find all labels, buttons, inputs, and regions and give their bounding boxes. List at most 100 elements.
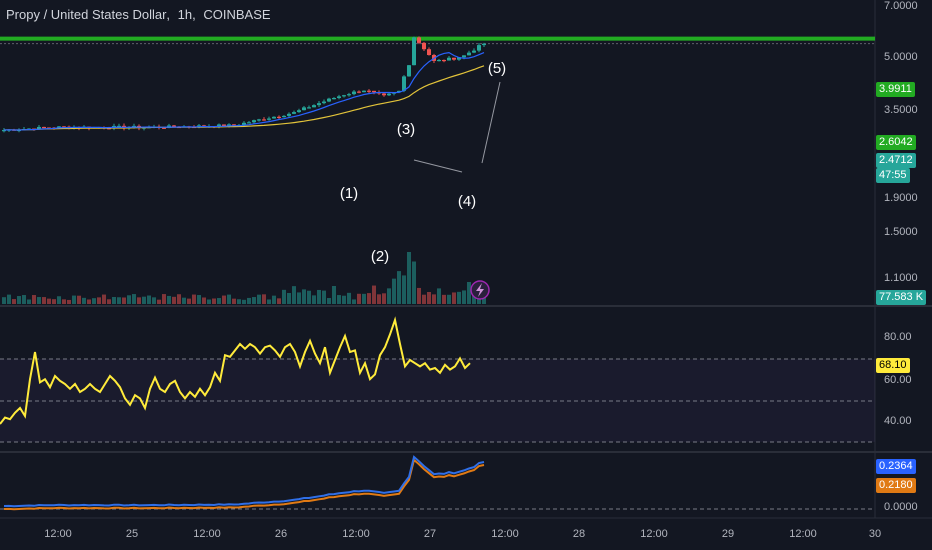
time-tick: 26 bbox=[274, 528, 288, 540]
volume-bar bbox=[7, 294, 11, 304]
time-tick: 12:00 bbox=[342, 528, 370, 540]
wave-label-5: (5) bbox=[487, 60, 507, 77]
time-tick: 28 bbox=[572, 528, 586, 540]
volume-bar bbox=[57, 296, 61, 304]
volume-bar bbox=[242, 299, 246, 304]
volume-bar bbox=[32, 295, 36, 304]
time-tick: 30 bbox=[868, 528, 882, 540]
volume-bar bbox=[322, 290, 326, 304]
volume-bar bbox=[102, 294, 106, 304]
volume-bar bbox=[452, 292, 456, 304]
volume-bar bbox=[27, 299, 31, 304]
time-tick: 12:00 bbox=[640, 528, 668, 540]
volume-bar bbox=[327, 298, 331, 304]
time-tick: 12:00 bbox=[44, 528, 72, 540]
volume-tag: 77.583 K bbox=[876, 290, 927, 305]
oscillator-tick: 0.0000 bbox=[884, 501, 918, 513]
volume-bar bbox=[372, 285, 376, 304]
volume-bar bbox=[67, 299, 71, 304]
wave-label-4: (4) bbox=[457, 193, 477, 210]
volume-bar bbox=[422, 294, 426, 304]
time-tick: 27 bbox=[423, 528, 437, 540]
candle-body bbox=[387, 93, 391, 96]
wave-trendline bbox=[413, 159, 463, 173]
volume-bar bbox=[147, 295, 151, 304]
volume-bar bbox=[392, 278, 396, 304]
symbol-title[interactable]: Propy / United States Dollar, 1h, COINBA… bbox=[6, 7, 275, 22]
title-separator: , bbox=[166, 7, 171, 22]
price-tick: 7.0000 bbox=[884, 0, 918, 12]
volume-bar bbox=[317, 289, 321, 304]
volume-bar bbox=[387, 288, 391, 304]
volume-bar bbox=[287, 292, 291, 304]
volume-bar bbox=[132, 294, 136, 304]
exchange-label: COINBASE bbox=[203, 7, 271, 22]
candle-body bbox=[282, 115, 286, 118]
volume-bar bbox=[122, 297, 126, 304]
volume-bar bbox=[397, 271, 401, 304]
volume-bar bbox=[347, 292, 351, 304]
candle-body bbox=[327, 98, 331, 102]
volume-bar bbox=[407, 252, 411, 304]
candle-body bbox=[242, 122, 246, 125]
volume-bar bbox=[182, 297, 186, 304]
volume-bar bbox=[87, 299, 91, 304]
candle-body bbox=[352, 91, 356, 95]
candle-body bbox=[452, 57, 456, 60]
volume-bar bbox=[467, 282, 471, 304]
volume-bar bbox=[457, 291, 461, 304]
candle-body bbox=[317, 103, 321, 106]
volume-bar bbox=[292, 286, 296, 304]
volume-bar bbox=[162, 294, 166, 304]
volume-bar bbox=[312, 295, 316, 304]
volume-bar bbox=[267, 299, 271, 304]
volume-bar bbox=[262, 294, 266, 304]
volume-bar bbox=[232, 298, 236, 304]
volume-bar bbox=[272, 295, 276, 304]
volume-bar bbox=[92, 298, 96, 304]
candle-body bbox=[287, 113, 291, 116]
resistance-lower-tag: 2.6042 bbox=[876, 135, 916, 150]
candle-body bbox=[292, 112, 296, 114]
title-separator: , bbox=[192, 7, 196, 22]
volume-bar bbox=[172, 296, 176, 304]
candle-body bbox=[297, 110, 301, 113]
candle-body bbox=[107, 128, 111, 130]
price-tick: 5.0000 bbox=[884, 51, 918, 63]
candle-body bbox=[462, 55, 466, 58]
candle-body bbox=[477, 45, 481, 51]
candle-body bbox=[427, 49, 431, 56]
candle-body bbox=[342, 95, 346, 97]
resistance-upper-tag: 3.9911 bbox=[876, 82, 915, 97]
volume-bar bbox=[412, 261, 416, 304]
volume-bar bbox=[47, 298, 51, 304]
candle-body bbox=[262, 119, 266, 121]
volume-bar bbox=[247, 297, 251, 304]
time-tick: 12:00 bbox=[193, 528, 221, 540]
candle-body bbox=[37, 126, 41, 130]
rsi-tick: 80.00 bbox=[884, 331, 912, 343]
candle-body bbox=[247, 122, 251, 124]
volume-bar bbox=[112, 297, 116, 304]
volume-bar bbox=[117, 297, 121, 304]
volume-bar bbox=[342, 295, 346, 304]
volume-bar bbox=[152, 297, 156, 304]
volume-bar bbox=[307, 290, 311, 304]
candle-body bbox=[302, 107, 306, 111]
time-tick: 12:00 bbox=[491, 528, 519, 540]
candle-body bbox=[367, 90, 371, 92]
volume-bar bbox=[127, 295, 131, 304]
candle-body bbox=[447, 57, 451, 61]
candle-body bbox=[272, 116, 276, 119]
candle-body bbox=[422, 42, 426, 50]
symbol-name: Propy / United States Dollar bbox=[6, 7, 167, 22]
volume-bar bbox=[107, 299, 111, 304]
candle-body bbox=[382, 93, 386, 96]
candle-body bbox=[417, 37, 421, 43]
candle-body bbox=[332, 98, 336, 100]
volume-bar bbox=[17, 296, 21, 304]
volume-bar bbox=[472, 294, 476, 304]
volume-bar bbox=[357, 293, 361, 304]
